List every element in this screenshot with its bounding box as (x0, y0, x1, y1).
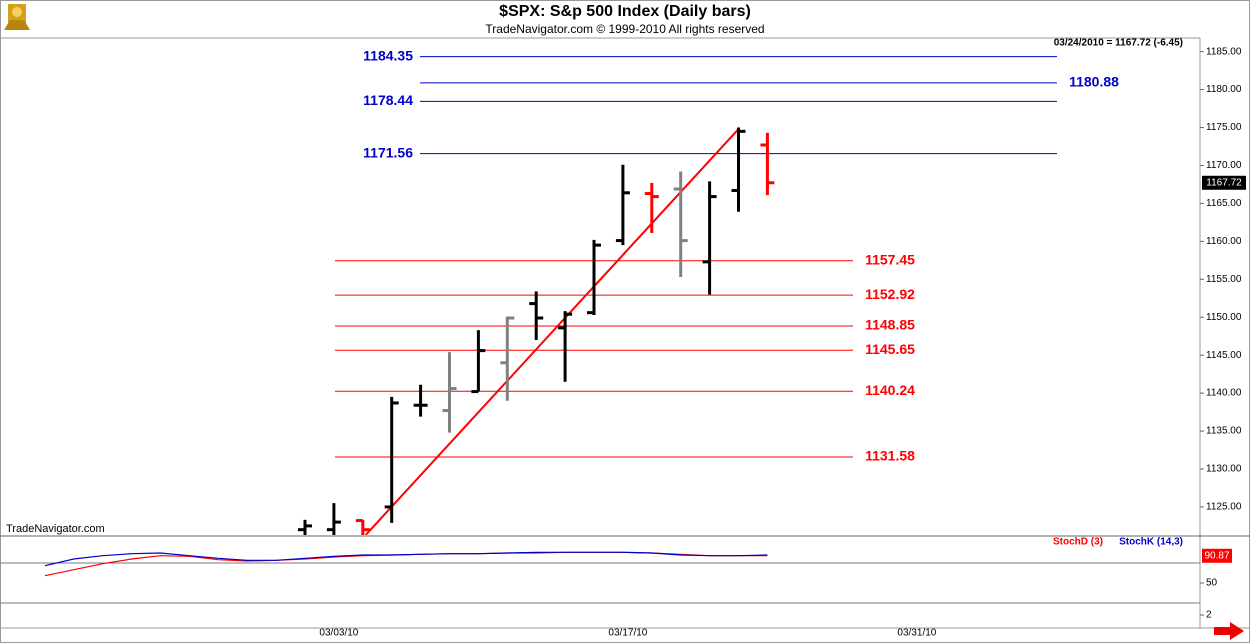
y-tick-label: 1175.00 (1206, 122, 1242, 133)
level-label: 1180.88 (1069, 74, 1119, 90)
x-tick-label: 03/03/10 (319, 628, 358, 639)
y-tick-label: 1165.00 (1206, 198, 1242, 209)
chart-subtitle: TradeNavigator.com © 1999-2010 All right… (485, 22, 764, 36)
chart-title: $SPX: S&p 500 Index (Daily bars) (499, 3, 751, 20)
x-tick-label: 03/31/10 (897, 628, 936, 639)
level-label: 1131.58 (865, 448, 915, 464)
level-label: 1178.44 (363, 92, 413, 108)
price-panel (298, 56, 1057, 535)
y-tick-label: 1135.00 (1206, 426, 1242, 437)
logo (4, 4, 30, 30)
y-tick-label: 1140.00 (1206, 388, 1242, 399)
level-label: 1171.56 (363, 144, 413, 160)
last-price-label: 1167.72 (1206, 177, 1242, 188)
level-label: 1184.35 (363, 47, 413, 63)
header-info: 03/24/2010 = 1167.72 (-6.45) (1054, 38, 1183, 49)
level-label: 1152.92 (865, 286, 915, 302)
y-tick-label: 1170.00 (1206, 160, 1242, 171)
level-label: 1148.85 (865, 317, 915, 333)
stoch-tick-label: 50 (1206, 578, 1218, 589)
scroll-arrow[interactable] (1214, 622, 1244, 640)
y-tick-label: 1155.00 (1206, 274, 1242, 285)
stoch-line (44, 551, 768, 567)
y-tick-label: 1125.00 (1206, 502, 1242, 513)
y-tick-label: 1130.00 (1206, 464, 1242, 475)
watermark: TradeNavigator.com (6, 523, 105, 535)
stoch-tick-label: 2 (1206, 610, 1212, 621)
stoch-last-label: 90.87 (1204, 550, 1229, 561)
y-tick-label: 1160.00 (1206, 236, 1242, 247)
level-label: 1145.65 (865, 341, 915, 357)
last-price-tag (1202, 175, 1246, 190)
y-tick-label: 1180.00 (1206, 84, 1242, 95)
level-label: 1157.45 (865, 251, 915, 267)
level-label: 1140.24 (865, 382, 915, 398)
stoch-last-tag (1202, 548, 1232, 563)
x-tick-label: 03/17/10 (608, 628, 647, 639)
stoch-panel (0, 551, 1200, 604)
y-tick-label: 1150.00 (1206, 312, 1242, 323)
legend-entry: StochD (3) (1053, 537, 1103, 548)
y-tick-label: 1185.00 (1206, 46, 1242, 57)
y-tick-label: 1145.00 (1206, 350, 1242, 361)
legend-entry: StochK (14,3) (1119, 537, 1183, 548)
trend-line (364, 128, 740, 535)
